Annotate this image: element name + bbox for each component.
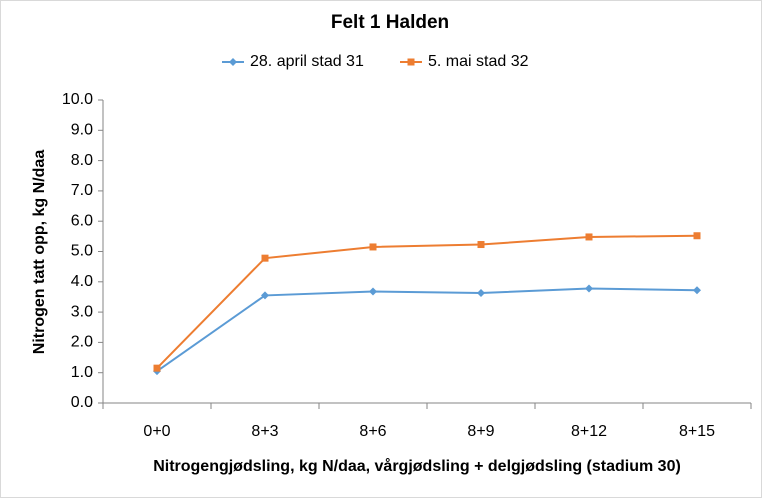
series-line (156, 234, 698, 369)
x-tick-label: 8+9 (467, 423, 494, 440)
y-tick-label: 5.0 (71, 243, 93, 260)
legend-label: 5. mai stad 32 (428, 53, 529, 70)
y-tick-label: 0.0 (71, 394, 93, 411)
marker (261, 291, 269, 300)
marker (585, 284, 593, 293)
y-tick-label: 10.0 (62, 91, 93, 108)
chart-title: Felt 1 Halden (331, 12, 449, 33)
marker (369, 287, 377, 296)
y-tick-label: 8.0 (71, 152, 93, 169)
marker (585, 233, 593, 241)
marker (153, 364, 161, 372)
marker (477, 289, 485, 298)
marker (477, 241, 485, 249)
y-axis-label: Nitrogen tatt opp, kg N/daa (31, 150, 48, 355)
y-tick-label: 4.0 (71, 273, 93, 290)
y-tick-label: 2.0 (71, 334, 93, 351)
x-axis-label: Nitrogengjødsling, kg N/daa, vårgjødslin… (153, 457, 681, 475)
y-tick-label: 9.0 (71, 122, 93, 139)
marker (693, 286, 701, 295)
x-tick-label: 0+0 (143, 423, 170, 440)
marker (693, 232, 701, 240)
y-tick-label: 7.0 (71, 182, 93, 199)
x-tick-label: 8+6 (359, 423, 386, 440)
legend-marker (407, 58, 415, 66)
series-line (156, 287, 698, 373)
legend-label: 28. april stad 31 (250, 53, 364, 70)
legend-marker (229, 58, 237, 66)
y-tick-label: 6.0 (71, 212, 93, 229)
y-tick-label: 3.0 (71, 303, 93, 320)
x-tick-label: 8+15 (679, 423, 715, 440)
x-tick-label: 8+12 (571, 423, 607, 440)
y-tick-label: 1.0 (71, 364, 93, 381)
x-tick-label: 8+3 (251, 423, 278, 440)
marker (261, 254, 269, 262)
marker (369, 243, 377, 251)
